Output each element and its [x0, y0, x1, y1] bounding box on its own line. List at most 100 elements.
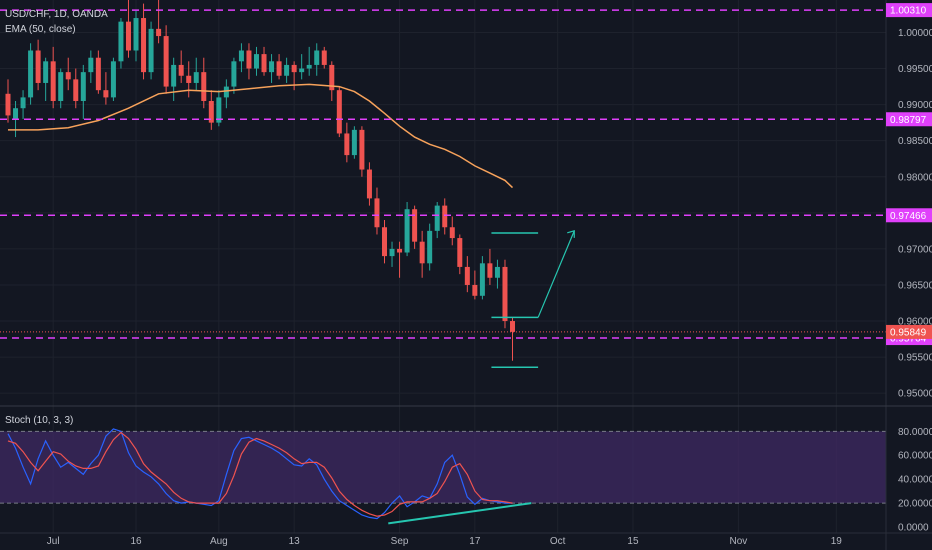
candle-body — [397, 248, 403, 253]
stochastic-lines — [7, 428, 532, 525]
candle-body — [208, 101, 214, 123]
candle-body — [193, 72, 199, 83]
price-tick-label: 0.96500 — [898, 280, 932, 291]
time-tick-label: 17 — [469, 536, 481, 547]
time-tick-label: Jul — [47, 536, 60, 547]
candle-body — [329, 64, 335, 91]
candle-body — [88, 57, 94, 73]
candle-body — [125, 21, 131, 51]
candle-body — [427, 230, 433, 264]
symbol-title[interactable]: USD/CHF, 1D, OANDA — [5, 9, 108, 20]
price-tick-label: 0.99000 — [898, 100, 932, 111]
price-tick-label: 0.99500 — [898, 64, 932, 75]
candle-body — [351, 129, 357, 156]
candle-body — [321, 50, 327, 65]
price-tick-label: 0.95500 — [898, 353, 932, 364]
candle-body — [118, 21, 124, 62]
candle-body — [95, 57, 101, 91]
candle-body — [442, 205, 448, 228]
candle-body — [510, 321, 516, 332]
drawings[interactable] — [491, 230, 575, 368]
candle-body — [299, 68, 305, 73]
price-tick-label: 0.98000 — [898, 172, 932, 183]
last-price-tag — [886, 324, 932, 339]
candle-body — [404, 209, 410, 253]
candle-body — [276, 61, 282, 76]
candle-body — [253, 54, 259, 69]
candle-body — [494, 266, 500, 278]
candle-body — [148, 28, 154, 73]
candle-body — [80, 72, 86, 101]
time-tick-label: 15 — [627, 536, 639, 547]
price-tick-label: 0.95000 — [898, 389, 932, 400]
candle-body — [201, 72, 207, 101]
candle-body — [103, 90, 109, 98]
time-tick-label: Nov — [730, 536, 748, 547]
candle-body — [464, 266, 470, 285]
candle-body — [178, 64, 184, 76]
time-axis-labels: Jul 16 Aug 13 Sep 17 Oct 15 Nov 19 — [47, 536, 843, 547]
candle-body — [419, 241, 425, 264]
candle-body — [359, 129, 365, 170]
candle-body — [291, 64, 297, 73]
stoch-legend[interactable]: Stoch (10, 3, 3) — [5, 415, 73, 426]
candle-body — [171, 64, 177, 87]
candle-body — [382, 227, 387, 257]
candle-body — [216, 97, 222, 123]
candle-body — [156, 28, 162, 37]
candle-body — [487, 263, 493, 278]
candle-body — [50, 61, 56, 101]
candle-body — [389, 248, 395, 257]
candle-body — [306, 64, 312, 69]
last-price-tag-label: 0.95849 — [890, 327, 927, 338]
candle-body — [163, 36, 169, 87]
candle-body — [238, 50, 244, 62]
level-tag-label: 0.97466 — [890, 211, 927, 222]
candle-body — [366, 169, 372, 199]
candle-body — [479, 263, 485, 296]
candle-body — [336, 90, 342, 134]
stoch-tick-label: 40.0000 — [898, 475, 932, 486]
time-tick-label: Aug — [210, 536, 228, 547]
time-tick-label: Oct — [550, 536, 566, 547]
level-tag-label: 0.95764 — [890, 334, 927, 345]
candle-body — [186, 75, 192, 83]
candle-body — [110, 61, 116, 98]
stoch-tick-label: 0.0000 — [898, 523, 929, 534]
divergence-trendline — [388, 502, 532, 525]
candle-body — [223, 86, 229, 98]
candle-body — [457, 238, 463, 267]
price-axis[interactable] — [886, 0, 932, 550]
projection-arrow — [537, 230, 575, 318]
level-tag — [886, 112, 932, 127]
candle-body — [73, 79, 79, 101]
candle-body — [314, 50, 320, 65]
candle-body — [261, 54, 267, 73]
time-tick-label: 13 — [289, 536, 301, 547]
ema50-line — [8, 83, 514, 189]
candle-body — [344, 133, 350, 156]
ema-line — [8, 83, 514, 189]
horizontal-levels[interactable] — [0, 9, 886, 339]
arrow-head — [567, 230, 575, 238]
ema-legend[interactable]: EMA (50, close) — [5, 24, 76, 35]
candle-body — [449, 227, 455, 239]
candle-body — [231, 61, 237, 87]
candle-body — [28, 50, 34, 98]
candle-body — [502, 266, 508, 322]
candle-body — [13, 108, 19, 120]
candle-body — [284, 64, 290, 76]
candle-body — [246, 50, 252, 69]
level-tag — [886, 3, 932, 18]
stoch-tick-label: 80.0000 — [898, 427, 932, 438]
candlesticks — [5, 0, 516, 361]
time-tick-label: Sep — [391, 536, 409, 547]
level-tag — [886, 208, 932, 223]
candle-body — [434, 205, 440, 231]
candle-body — [43, 61, 49, 83]
candle-body — [374, 198, 380, 228]
level-tag-label: 0.98797 — [890, 115, 927, 126]
candle-body — [412, 209, 418, 242]
